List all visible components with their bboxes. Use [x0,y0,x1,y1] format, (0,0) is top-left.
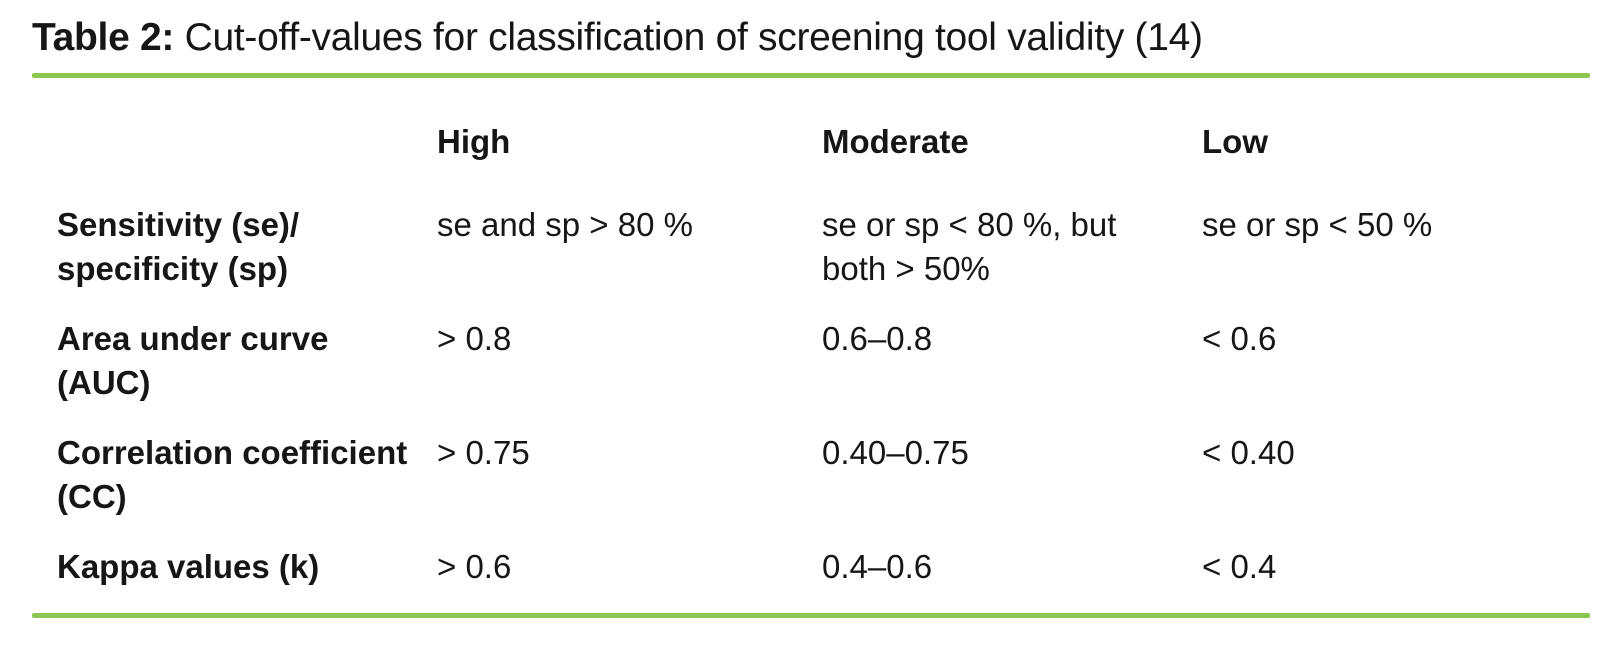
cell-cc-low: < 0.40 [1202,433,1295,471]
cell-cc-moderate: 0.40–0.75 [822,433,969,471]
row-label-kappa: Kappa values (k) [57,547,320,585]
table-figure: Table 2: Cut-off-values for classificati… [32,14,1590,618]
cell-sensitivity-high: se and sp > 80 % [437,205,693,243]
cell-sensitivity-low: se or sp < 50 % [1202,205,1433,243]
bottom-rule [32,612,1590,618]
table-caption-text: Cut-off-values for classification of scr… [174,16,1203,59]
cell-auc-low: < 0.6 [1202,319,1277,357]
header-cell-low: Low [1202,122,1268,160]
cell-kappa-moderate: 0.4–0.6 [822,547,933,585]
cell-kappa-high: > 0.6 [437,547,512,585]
header-cell-high: High [437,122,511,160]
top-rule [32,72,1590,78]
table-caption: Table 2: Cut-off-values for classificati… [32,14,1590,63]
cell-auc-moderate: 0.6–0.8 [822,319,933,357]
header-cell-moderate: Moderate [822,122,969,160]
cell-kappa-low: < 0.4 [1202,547,1277,585]
cell-cc-high: > 0.75 [437,433,530,471]
table-caption-number: Table 2: [32,16,175,59]
validity-cutoff-table: High Moderate Low Sensitivity (se)/ spec… [32,78,1590,613]
row-label-correlation-coefficient: Correlation coefficient (CC) [57,433,408,515]
header-cell-empty [32,120,437,177]
row-label-sensitivity-specificity: Sensitivity (se)/ specificity (sp) [57,205,300,287]
cell-auc-high: > 0.8 [437,319,512,357]
cell-sensitivity-moderate: se or sp < 80 %, but both > 50% [822,205,1117,287]
row-label-auc: Area under curve (AUC) [57,319,329,401]
